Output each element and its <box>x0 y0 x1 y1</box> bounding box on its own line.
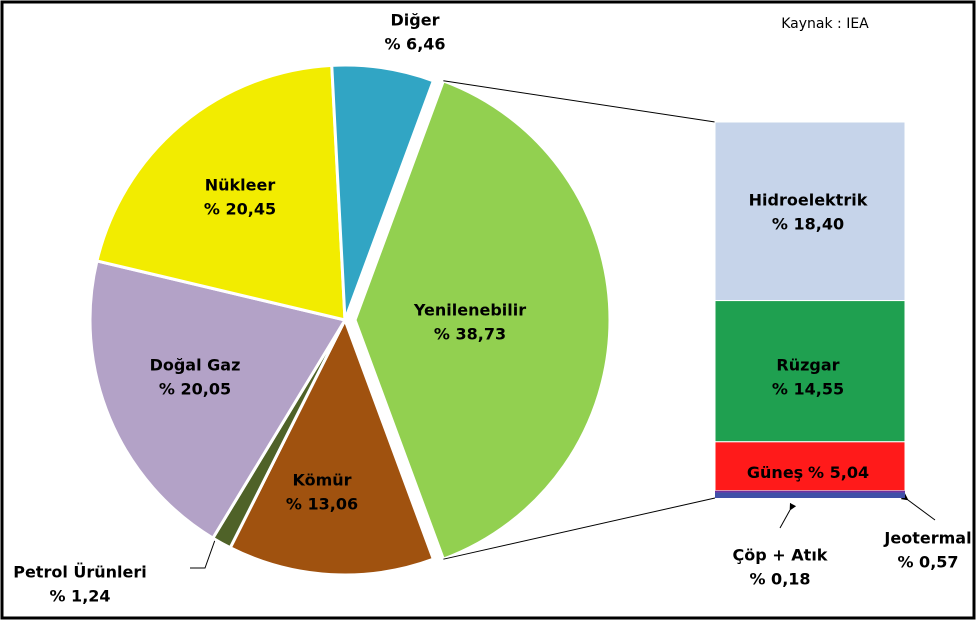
label-name: Hidroelektrik <box>749 190 868 209</box>
arrow <box>779 502 797 529</box>
bar-segment <box>715 490 905 493</box>
label-name: Yenilenebilir <box>413 300 526 319</box>
pie-slice <box>95 63 347 322</box>
label-name: Kömür <box>292 470 351 489</box>
bar-segment <box>714 441 906 492</box>
source: Kaynak : IEA <box>781 16 869 32</box>
label-value: % 20,05 <box>159 379 231 398</box>
slice-label: Petrol Ürünleri % 1,24 <box>13 562 147 605</box>
bar-segment <box>715 492 905 498</box>
label-value: % 6,46 <box>384 34 445 53</box>
label-name: Jeotermal <box>883 528 971 547</box>
label-value: % 38,73 <box>434 324 506 343</box>
arrow <box>900 493 936 521</box>
pie-slice <box>88 259 348 541</box>
label-value: % 13,06 <box>286 494 358 513</box>
segment-label: Rüzgar % 14,55 <box>772 355 844 398</box>
label-value: % 5,04 <box>808 463 869 482</box>
slice-label: Doğal Gaz % 20,05 <box>150 355 241 398</box>
label-value: % 14,55 <box>772 379 844 398</box>
label-value: % 0,18 <box>749 569 810 588</box>
label-value: % 18,40 <box>772 214 844 233</box>
pie-slice <box>228 316 436 577</box>
slice-label: Yenilenebilir % 38,73 <box>413 300 526 343</box>
segment-label: Hidroelektrik % 18,40 <box>749 190 868 233</box>
label-value: % 20,45 <box>204 199 276 218</box>
segment-label: Çöp + Atık % 0,18 <box>733 545 828 588</box>
pie-slice <box>330 63 436 321</box>
slice-label: Kömür % 13,06 <box>286 470 358 513</box>
label-value: % 0,57 <box>897 552 958 571</box>
label-name: Diğer <box>391 10 440 29</box>
slice-label: Nükleer % 20,45 <box>204 175 276 218</box>
label-value: % 1,24 <box>49 586 110 605</box>
segment-label: Jeotermal % 0,57 <box>883 528 971 571</box>
bar-segment <box>714 300 906 443</box>
connector <box>443 497 716 560</box>
leader-line <box>190 539 216 569</box>
label-name: Doğal Gaz <box>150 355 241 374</box>
bar-segment <box>714 121 906 302</box>
label-name: Rüzgar <box>776 355 839 374</box>
slice-label: Diğer % 6,46 <box>384 10 445 53</box>
segment-label: Güneş % 5,04 <box>747 463 869 482</box>
label-name: Çöp + Atık <box>733 545 828 564</box>
connector <box>443 80 716 123</box>
label-name: Nükleer <box>205 175 276 194</box>
pie-slice <box>353 78 612 562</box>
label-name: Petrol Ürünleri <box>13 562 147 581</box>
label-name: Güneş <box>747 463 803 482</box>
